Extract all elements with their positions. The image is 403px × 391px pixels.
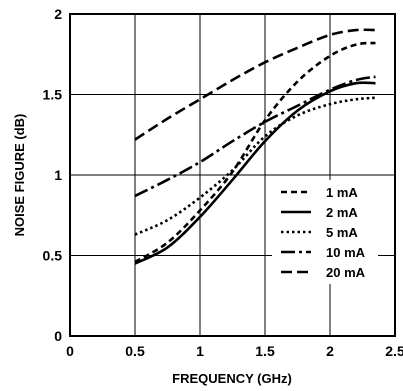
legend-label-20ma: 20 mA: [326, 265, 366, 280]
series-line-20ma: [134, 28, 376, 141]
grid: [70, 14, 395, 336]
x-tick-label: 2.5: [385, 343, 403, 359]
x-tick-label: 2: [326, 343, 334, 359]
series-lines: [134, 28, 376, 265]
x-tick-label: 0: [66, 343, 74, 359]
y-tick-label: 1: [54, 167, 62, 183]
legend-background: [272, 180, 378, 284]
legend-label-1ma: 1 mA: [326, 185, 358, 200]
x-tick-label: 0.5: [125, 343, 145, 359]
y-tick-label: 1.5: [43, 87, 63, 103]
y-tick-label: 0: [54, 328, 62, 344]
y-tick-label: 0.5: [43, 248, 63, 264]
legend: 1 mA 2 mA 5 mA 10 mA 20 mA: [272, 180, 378, 284]
x-tick-label: 1: [196, 343, 204, 359]
plot-frame: [69, 13, 396, 337]
legend-label-10ma: 10 mA: [326, 245, 366, 260]
x-axis-title: FREQUENCY (GHz): [172, 371, 292, 386]
series-line-2ma: [134, 81, 376, 265]
legend-label-2ma: 2 mA: [326, 205, 358, 220]
x-axis-ticks: 0 0.5 1 1.5 2 2.5: [66, 343, 403, 359]
y-tick-label: 2: [54, 6, 62, 22]
legend-label-5ma: 5 mA: [326, 225, 358, 240]
y-axis-title: NOISE FIGURE (dB): [12, 114, 27, 237]
y-axis-ticks: 0 0.5 1 1.5 2: [43, 6, 63, 344]
x-tick-label: 1.5: [255, 343, 275, 359]
series-line-1ma: [134, 41, 376, 264]
